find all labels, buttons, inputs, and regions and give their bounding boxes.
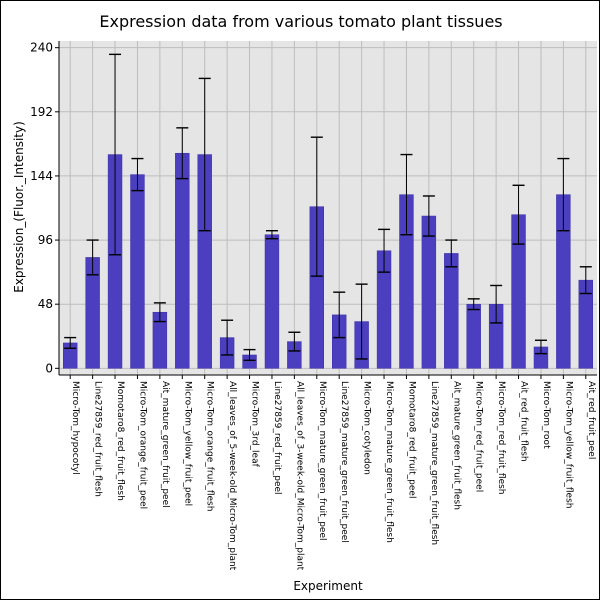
x-category-label: Ait_red_fruit_peel xyxy=(586,381,596,459)
bars xyxy=(63,152,593,369)
x-category-label: Micro-Tom_orange_fruit_flesh xyxy=(205,381,215,511)
y-axis-ticks: 0 48 96 144 192 240 xyxy=(30,41,59,375)
x-category-label: Micro-Tom_hypocotyl xyxy=(70,381,80,475)
x-category-label: Line27859_red_fruit_flesh xyxy=(93,381,103,497)
error-bar xyxy=(131,157,144,192)
error-bar xyxy=(176,127,189,180)
y-axis-title: Expression_(Fluor._Intensity) xyxy=(12,121,26,293)
x-category-label: Micro-Tom_3rd_leaf xyxy=(250,381,260,468)
error-bar xyxy=(109,53,122,256)
error-bar xyxy=(534,339,547,355)
y-tick-label: 192 xyxy=(30,105,53,119)
bar xyxy=(421,215,437,369)
x-category-label: Momotaro8_red_fruit_peel xyxy=(406,381,416,498)
bar xyxy=(175,152,190,369)
x-axis-category-labels: Micro-Tom_hypocotyl Line27859_red_fruit_f… xyxy=(69,375,596,571)
x-category-label: Momotaro8_red_fruit_flesh xyxy=(115,381,125,501)
y-tick-label: 240 xyxy=(30,41,53,55)
error-bar xyxy=(378,228,391,273)
bar xyxy=(444,253,459,369)
error-bar xyxy=(86,239,99,276)
bar xyxy=(466,303,481,369)
y-tick-label: 48 xyxy=(38,297,53,311)
x-category-label: Micro-Tom_yellow_fruit_peel xyxy=(182,381,192,506)
y-tick-label: 96 xyxy=(38,233,53,247)
x-category-label: Line27859_mature_green_fruit_flesh xyxy=(429,381,439,545)
error-bar xyxy=(198,77,211,232)
plot-area xyxy=(59,41,597,375)
x-category-label: Micro-Tom_red_fruit_flesh xyxy=(496,381,506,495)
error-bar xyxy=(243,348,256,362)
x-category-label: All_leaves_of_5-week-old_Micro-Tom_plant xyxy=(227,381,237,571)
x-category-label: Micro-Tom_orange_fruit_peel xyxy=(137,381,147,509)
x-category-label: Ait_mature_green_fruit_flesh xyxy=(451,381,461,510)
x-category-label: Micro-Tom_mature_green_fruit_flesh xyxy=(384,381,394,543)
error-bar xyxy=(153,302,166,323)
x-category-label: Line27859_red_fruit_peel xyxy=(272,381,282,495)
x-category-label: All_leaves_of_3-week-old_Micro-Tom_plant xyxy=(294,381,304,571)
error-bar xyxy=(288,331,301,352)
x-category-label: Micro-Tom_cotyledon xyxy=(362,381,372,475)
x-category-label: Ait_red_fruit_flesh xyxy=(519,381,529,462)
x-category-label: Micro-Tom_yellow_fruit_flesh xyxy=(563,381,573,509)
error-bar xyxy=(333,291,346,339)
error-bar xyxy=(557,157,570,232)
error-bar xyxy=(310,136,323,277)
x-category-label: Micro-Tom_red_fruit_peel xyxy=(474,381,484,492)
x-category-label: Micro-Tom_root xyxy=(541,381,551,449)
error-bar xyxy=(445,239,458,268)
y-tick-label: 0 xyxy=(45,361,53,375)
chart-title: Expression data from various tomato plan… xyxy=(99,12,502,31)
error-bar xyxy=(265,230,278,240)
error-bar xyxy=(400,153,413,236)
error-bar xyxy=(221,319,234,356)
bar xyxy=(130,174,145,369)
error-bar xyxy=(579,266,592,295)
error-bar xyxy=(490,284,503,324)
x-category-label: Micro-Tom_mature_green_fruit_peel xyxy=(317,381,327,541)
error-bar xyxy=(512,184,525,245)
bar xyxy=(264,234,280,369)
x-axis-title: Experiment xyxy=(293,579,363,593)
x-category-label: Ait_mature_green_fruit_peel xyxy=(160,381,170,508)
error-bar xyxy=(64,336,77,349)
error-bar xyxy=(355,283,368,360)
error-bars xyxy=(64,53,592,362)
error-bar xyxy=(422,195,435,237)
x-category-label: Line27859_mature_green_fruit_peel xyxy=(339,381,349,543)
y-tick-label: 144 xyxy=(30,169,53,183)
error-bar xyxy=(467,298,480,311)
